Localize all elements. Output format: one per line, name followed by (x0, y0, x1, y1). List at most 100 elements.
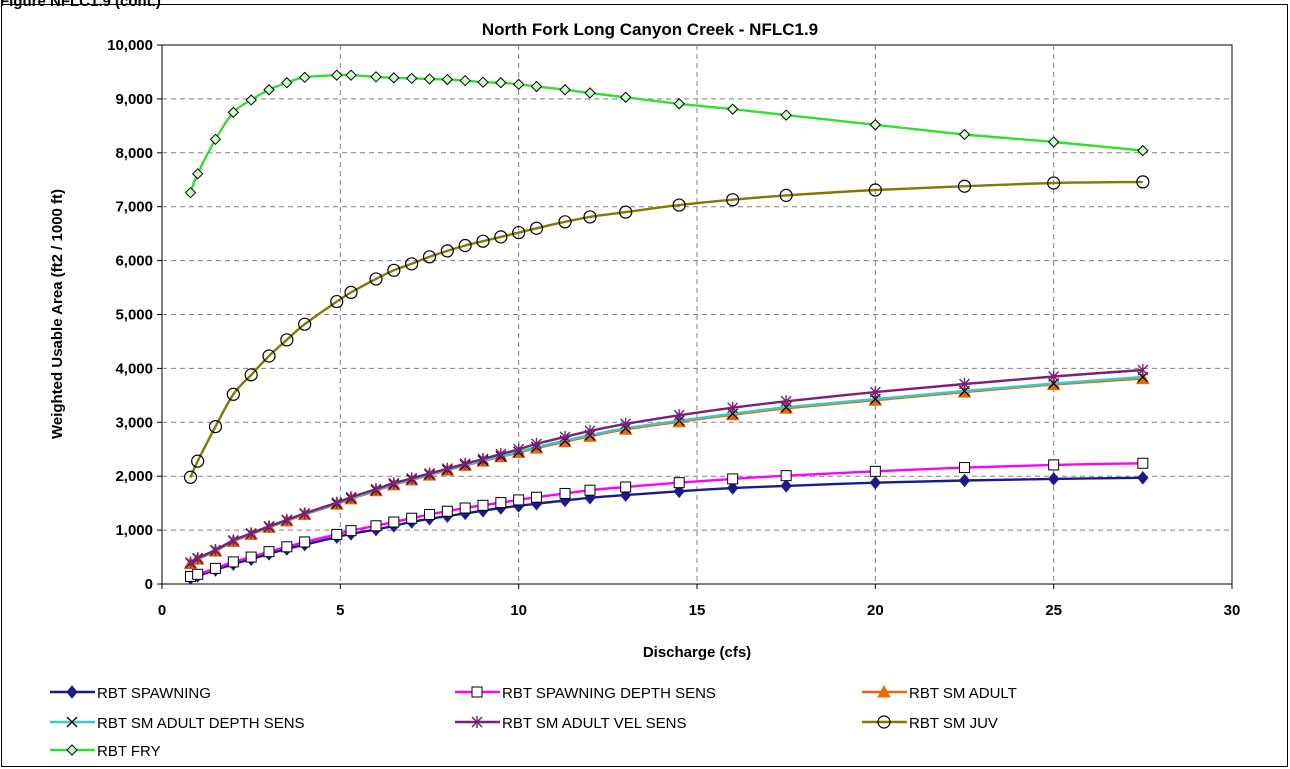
data-point-rbt-sm-juv (957, 179, 972, 193)
data-point-rbt-fry (245, 94, 257, 106)
data-point-rbt-spawning (1137, 471, 1149, 485)
data-point-rbt-sm-adult-vel-sens (345, 491, 357, 504)
data-point-rbt-sm-adult-vel-sens (495, 448, 507, 461)
data-point-rbt-fry (441, 73, 454, 86)
data-point-rbt-spawning-depth-sens (584, 484, 596, 496)
data-point-rbt-fry (423, 73, 436, 85)
legend: RBT SPAWNING RBT SPAWNING DEPTH SENS RBT S… (50, 684, 1017, 760)
data-point-rbt-fry (530, 80, 543, 93)
data-point-rbt-sm-adult-vel-sens (331, 496, 343, 509)
data-point-rbt-sm-juv (529, 221, 544, 235)
grid-lines (162, 45, 1232, 584)
x-axis-label: Discharge (cfs) (643, 644, 751, 661)
data-point-rbt-sm-adult-vel-sens (620, 417, 632, 430)
data-point-rbt-spawning-depth-sens (673, 477, 685, 489)
data-point-rbt-spawning-depth-sens (495, 497, 507, 509)
data-point-rbt-fry (191, 168, 204, 180)
data-point-rbt-sm-adult-vel-sens (227, 534, 239, 547)
data-point-rbt-sm-juv (1047, 176, 1061, 190)
y-tick-label: 10,000 (107, 37, 153, 54)
data-point-rbt-sm-juv (405, 257, 419, 271)
legend-item-rbt-spawning: RBT SPAWNING (50, 685, 211, 702)
data-point-rbt-sm-adult-vel-sens (406, 472, 418, 485)
data-point-rbt-fry (1137, 144, 1149, 157)
data-point-rbt-spawning-depth-sens (513, 494, 525, 506)
data-point-rbt-fry (512, 78, 525, 91)
data-point-rbt-fry (958, 128, 971, 141)
y-tick-label: 3,000 (115, 414, 153, 431)
chart-border (1, 4, 1288, 767)
data-point-rbt-sm-adult-vel-sens (869, 386, 881, 399)
chart-title: North Fork Long Canyon Creek - NFLC1.9 (482, 20, 818, 39)
legend-item-rbt-sm-adult-depth-sens: RBT SM ADULT DEPTH SENS (50, 715, 305, 732)
data-point-rbt-sm-adult-vel-sens (424, 467, 435, 480)
data-point-rbt-spawning-depth-sens (459, 502, 471, 514)
data-point-rbt-fry (370, 71, 382, 83)
data-point-rbt-fry (726, 103, 739, 115)
data-point-rbt-spawning-depth-sens (245, 551, 257, 563)
data-point-rbt-sm-adult-vel-sens (584, 424, 596, 437)
data-point-rbt-sm-juv (422, 250, 437, 264)
data-point-rbt-sm-adult-vel-sens (281, 513, 293, 526)
legend-marker-rbt-sm-juv (877, 715, 891, 729)
data-point-rbt-spawning-depth-sens (477, 499, 489, 511)
data-point-rbt-sm-juv (458, 238, 472, 253)
data-point-rbt-fry (388, 72, 400, 84)
data-point-rbt-fry (477, 76, 489, 88)
data-point-rbt-spawning-depth-sens (559, 487, 571, 499)
data-point-rbt-spawning-depth-sens (263, 546, 275, 558)
data-point-rbt-sm-adult-vel-sens (370, 483, 382, 496)
data-point-rbt-sm-juv (344, 285, 358, 300)
data-point-rbt-spawning (869, 475, 881, 490)
data-point-rbt-fry (227, 106, 240, 119)
legend-marker-rbt-spawning (66, 685, 78, 699)
data-point-rbt-fry (281, 77, 293, 89)
data-point-rbt-sm-juv (191, 454, 205, 468)
data-point-rbt-fry (559, 84, 571, 96)
data-point-rbt-fry (331, 69, 343, 81)
data-point-rbt-spawning-depth-sens (210, 562, 221, 574)
series-group (183, 69, 1150, 585)
data-point-rbt-sm-juv (868, 183, 882, 197)
legend-marker-rbt-fry (66, 744, 78, 756)
data-point-rbt-spawning-depth-sens (1048, 459, 1060, 471)
data-point-rbt-spawning-depth-sens (192, 568, 204, 580)
legend-item-rbt-sm-adult: RBT SM ADULT (862, 684, 1017, 702)
series-rbt-fry (184, 69, 1149, 199)
legend-marker-rbt-sm-adult-depth-sens-stroke (66, 716, 78, 728)
data-point-rbt-sm-juv (183, 470, 198, 484)
data-point-rbt-spawning (673, 484, 685, 499)
data-point-rbt-spawning (727, 481, 739, 495)
data-point-rbt-spawning-depth-sens (869, 465, 881, 477)
legend-marker-rbt-sm-adult-depth-sens (66, 716, 78, 728)
data-point-rbt-spawning-depth-sens (531, 491, 542, 503)
data-point-rbt-fry (495, 77, 507, 89)
data-point-rbt-sm-juv (262, 349, 276, 363)
data-point-rbt-sm-adult-vel-sens (299, 507, 311, 520)
data-point-rbt-sm-juv (369, 272, 383, 286)
legend-label-rbt-sm-adult-vel-sens: RBT SM ADULT VEL SENS (502, 715, 687, 732)
data-point-rbt-sm-adult-vel-sens (441, 462, 453, 475)
data-point-rbt-sm-juv (779, 188, 793, 202)
x-tick-label: 20 (867, 602, 884, 619)
data-point-rbt-spawning-depth-sens (345, 525, 357, 537)
x-tick-label: 30 (1224, 602, 1241, 619)
data-point-rbt-spawning-depth-sens (780, 470, 792, 482)
legend-item-rbt-fry: RBT FRY (50, 743, 161, 760)
data-point-rbt-sm-juv (298, 317, 312, 331)
data-point-rbt-spawning-depth-sens (727, 473, 739, 485)
y-tick-label: 4,000 (115, 360, 153, 377)
legend-marker-rbt-sm-adult (877, 684, 891, 698)
data-point-rbt-sm-adult-vel-sens (263, 520, 275, 533)
data-point-rbt-fry (1047, 136, 1060, 148)
data-point-rbt-sm-juv (619, 205, 633, 219)
x-tick-label: 10 (510, 602, 527, 619)
data-point-rbt-sm-adult-vel-sens (673, 409, 685, 422)
data-point-rbt-fry (298, 71, 311, 84)
data-point-rbt-spawning (958, 473, 971, 488)
legend-item-rbt-sm-juv: RBT SM JUV (862, 715, 998, 732)
data-point-rbt-fry (619, 91, 632, 103)
data-point-rbt-fry (584, 87, 596, 99)
data-point-rbt-sm-adult-vel-sens (459, 457, 471, 470)
series-rbt-sm-juv (183, 175, 1150, 484)
